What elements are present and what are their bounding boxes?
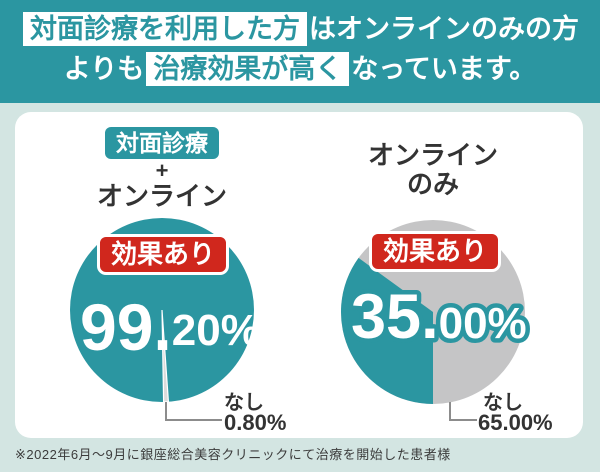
left-pie-leader-line — [165, 402, 222, 421]
right-pie-value-int: 35. — [351, 282, 439, 352]
left-chart-subtitle: オンライン — [96, 181, 227, 211]
left-effect-badge: 効果あり — [96, 234, 230, 275]
right-pie-value-frac: 00% — [439, 299, 527, 348]
left-chart-title-badge: 対面診療 — [105, 127, 219, 159]
header-text-1: はオンラインのみの方 — [309, 14, 579, 44]
right-pie-leader-line — [449, 402, 477, 421]
right-chart-title-group: オンライン のみ — [291, 141, 575, 199]
right-pie-slice-effective — [340, 257, 433, 404]
right-pie-none-value: 65.00% — [478, 410, 553, 435]
header-line-1: 対面診療を利用した方 はオンラインのみの方 — [0, 9, 600, 49]
left-pie-none-value: 0.80% — [224, 410, 286, 435]
left-chart-title-group: 対面診療 + オンライン — [20, 127, 304, 210]
right-pie-value: 35.00% — [351, 282, 527, 352]
left-pie-value-int: 99. — [80, 290, 172, 364]
left-pie-value-frac: 20% — [172, 306, 260, 355]
header-highlight-1: 対面診療を利用した方 — [23, 12, 307, 46]
footnote: ※2022年6月〜9月に銀座総合美容クリニックにて治療を開始した患者様 — [15, 447, 451, 462]
right-chart-title-line2: のみ — [406, 169, 459, 199]
header-banner: 対面診療を利用した方 はオンラインのみの方 よりも 治療効果が高く なっています。 — [0, 0, 600, 103]
right-pie-none-label: なし — [483, 391, 523, 414]
right-effect-badge: 効果あり — [368, 231, 502, 272]
header-text-2b: なっています。 — [351, 54, 537, 84]
left-pie-slice-none — [161, 309, 170, 403]
left-chart-plus-sign: + — [155, 158, 169, 183]
header-line-2: よりも 治療効果が高く なっています。 — [0, 49, 600, 89]
left-pie-value: 99.20% — [80, 290, 260, 364]
left-pie-none-label: なし — [224, 391, 264, 414]
right-chart-title-line1: オンライン — [367, 140, 498, 170]
header-text-2a: よりも — [63, 54, 145, 84]
header-highlight-2: 治療効果が高く — [146, 52, 350, 86]
chart-card: 対面診療 + オンライン オンライン のみ 効果あり 効果あり 99.20% な… — [15, 112, 583, 438]
